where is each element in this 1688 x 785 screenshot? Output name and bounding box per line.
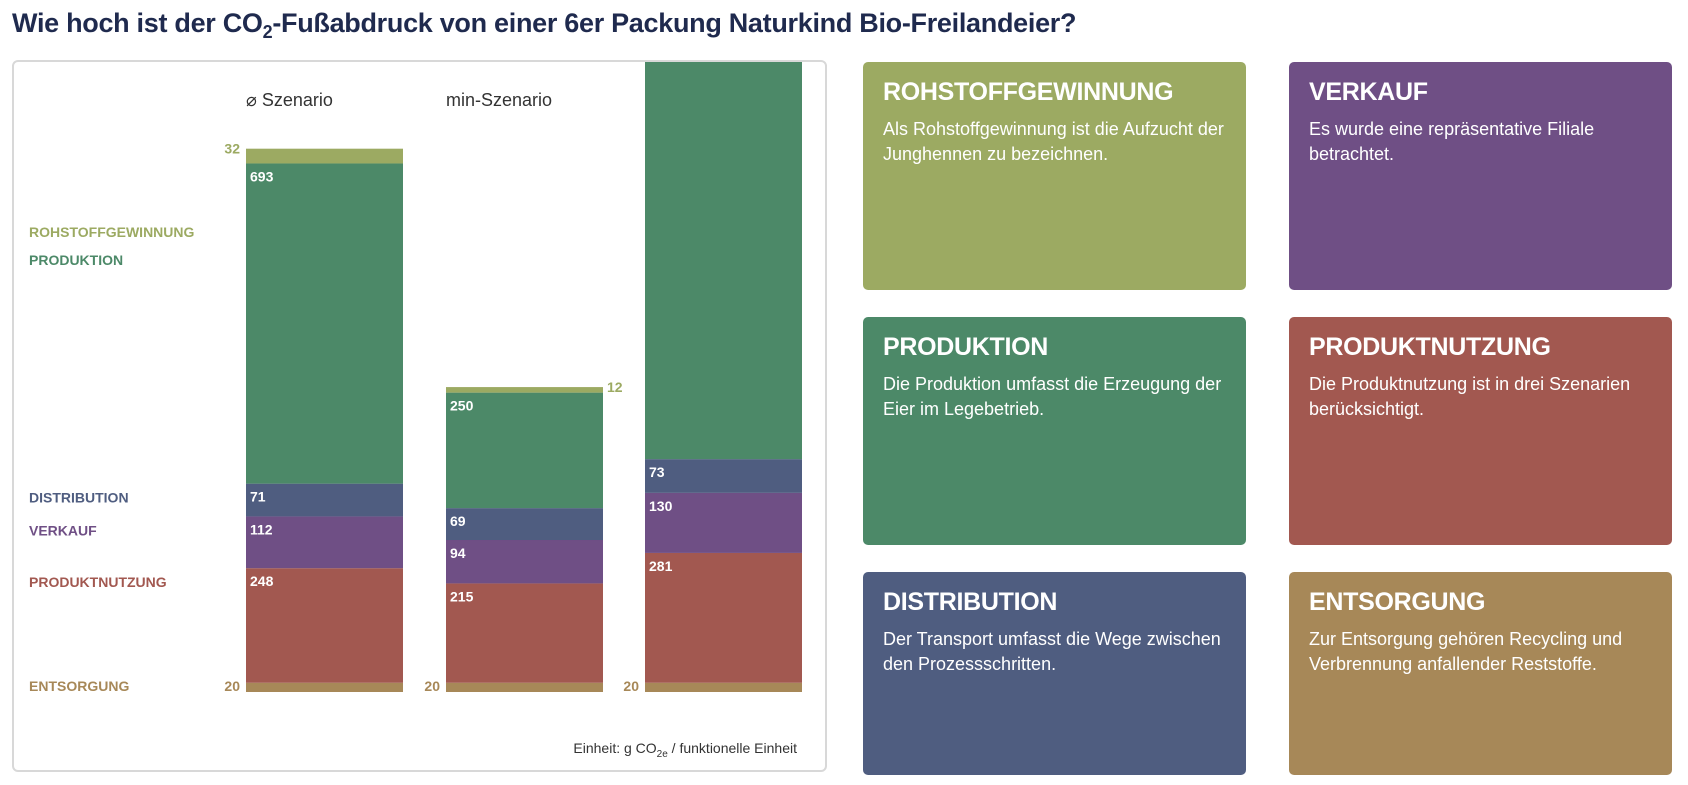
- card-text: Es wurde eine repräsentative Filiale bet…: [1309, 119, 1595, 164]
- bar-segment-produktnutzung: [246, 568, 403, 683]
- card-text: Die Produktion umfasst die Erzeugung der…: [883, 374, 1222, 419]
- legend-rohstoffgewinnung: ROHSTOFFGEWINNUNG: [29, 224, 195, 240]
- card-title: ENTSORGUNG: [1309, 588, 1486, 616]
- data-label: 130: [649, 498, 673, 514]
- bar-segment-distribution: [446, 508, 603, 541]
- data-label: 20: [623, 678, 639, 694]
- category-label: ⌀ Szenario: [246, 90, 333, 110]
- legend-entsorgung: ENTSORGUNG: [29, 678, 129, 694]
- card-title: PRODUKTNUTZUNG: [1309, 333, 1551, 361]
- data-label: 20: [224, 678, 240, 694]
- category-label: min-Szenario: [446, 90, 552, 110]
- bar-segment-produktion: [446, 392, 603, 509]
- card-title: DISTRIBUTION: [883, 588, 1058, 616]
- data-label: 693: [250, 168, 274, 184]
- bar-segment-verkauf: [446, 540, 603, 584]
- card-produktnutzung: PRODUKTNUTZUNG Die Produktnutzung ist in…: [1289, 317, 1672, 545]
- bar-segment-verkauf: [246, 516, 403, 569]
- bar-segment-produktnutzung: [645, 552, 802, 683]
- bar-segment-distribution: [246, 483, 403, 517]
- card-text: Als Rohstoffgewinnung ist die Aufzucht d…: [883, 119, 1224, 164]
- card-verkauf: VERKAUF Es wurde eine repräsentative Fil…: [1289, 62, 1672, 290]
- card-title: ROHSTOFFGEWINNUNG: [883, 78, 1174, 106]
- bar-segment-rohstoffgewinnung: [246, 148, 403, 164]
- data-label: 69: [450, 513, 466, 529]
- bar-segment-entsorgung: [246, 682, 403, 692]
- card-title: PRODUKTION: [883, 333, 1049, 361]
- bar-segment-distribution: [645, 459, 802, 493]
- unit-note: Einheit: g CO2e / funktionelle Einheit: [573, 740, 797, 760]
- card-rohstoffgewinnung: ROHSTOFFGEWINNUNG Als Rohstoffgewinnung …: [863, 62, 1246, 290]
- card-produktion: PRODUKTION Die Produktion umfasst die Er…: [863, 317, 1246, 545]
- data-label: 248: [250, 573, 274, 589]
- bar-segment-rohstoffgewinnung: [446, 387, 603, 393]
- legend-produktion: PRODUKTION: [29, 252, 123, 268]
- bar-segment-verkauf: [645, 492, 802, 553]
- data-label: 20: [424, 678, 440, 694]
- data-label: 71: [250, 489, 266, 505]
- data-label: 32: [224, 141, 240, 157]
- card-text: Zur Entsorgung gehören Recycling und Ver…: [1309, 629, 1623, 674]
- bar-segment-entsorgung: [446, 682, 603, 692]
- data-label: 12: [607, 379, 623, 395]
- bar-segment-entsorgung: [645, 682, 802, 692]
- legend-produktnutzung: PRODUKTNUTZUNG: [29, 574, 167, 590]
- data-label: 215: [450, 588, 474, 604]
- bar-segment-produktion: [246, 163, 403, 484]
- card-text: Die Produktnutzung ist in drei Szenarien…: [1309, 374, 1631, 419]
- bar-segment-produktnutzung: [446, 583, 603, 683]
- card-distribution: DISTRIBUTION Der Transport umfasst die W…: [863, 572, 1246, 775]
- card-title: VERKAUF: [1309, 78, 1428, 106]
- bar-segment-produktion: [645, 62, 802, 460]
- legend-distribution: DISTRIBUTION: [29, 490, 129, 506]
- data-label: 112: [250, 521, 273, 537]
- data-label: 250: [450, 398, 474, 414]
- legend-verkauf: VERKAUF: [29, 522, 97, 538]
- data-label: 281: [649, 558, 673, 574]
- card-text: Der Transport umfasst die Wege zwischen …: [883, 629, 1221, 674]
- data-label: 94: [450, 545, 466, 561]
- data-label: 73: [649, 464, 665, 480]
- chart-panel: ⌀ Szenariomin-Szenariomax-Szenario202481…: [12, 60, 827, 772]
- page-title: Wie hoch ist der CO2-Fußabdruck von eine…: [12, 8, 1077, 42]
- stacked-bar-chart: ⌀ Szenariomin-Szenariomax-Szenario202481…: [29, 62, 802, 694]
- card-entsorgung: ENTSORGUNG Zur Entsorgung gehören Recycl…: [1289, 572, 1672, 775]
